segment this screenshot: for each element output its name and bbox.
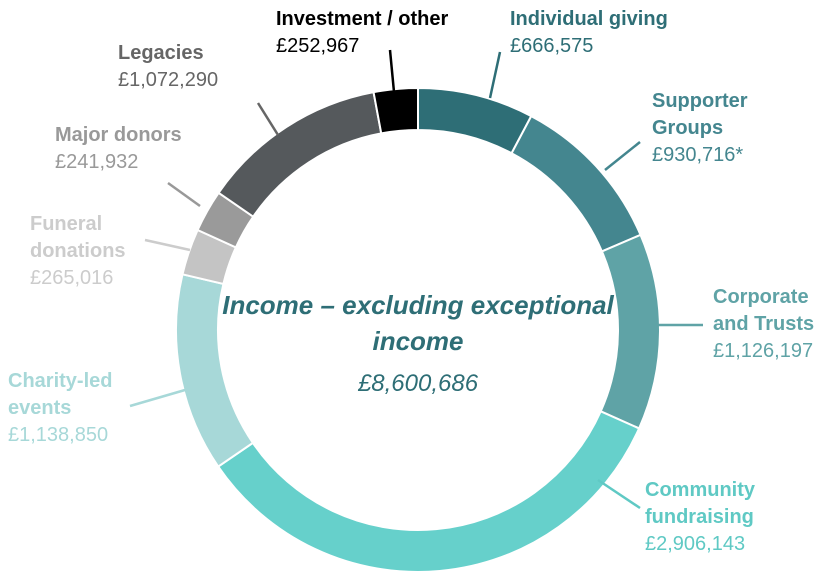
category-name: Supporter Groups	[652, 90, 748, 139]
category-name: Investment / other	[276, 8, 449, 30]
total-label: £8,600,686	[357, 370, 479, 397]
segment-label: Charity-led events £1,138,850	[8, 368, 143, 449]
category-name: Funeral donations	[30, 213, 126, 262]
leader-line	[167, 181, 201, 208]
value-label: £1,138,850	[8, 424, 109, 446]
value-label: £1,126,197	[713, 340, 814, 362]
segment-label: Community fundraising £2,906,143	[645, 477, 785, 558]
segment-label: Individual giving £666,575	[510, 6, 710, 60]
donut-segment	[217, 90, 383, 219]
donut-segment	[510, 114, 642, 253]
segment-label: Investment / other £252,967	[276, 6, 486, 60]
donut-segment	[417, 86, 533, 155]
value-label: £1,072,290	[118, 69, 219, 91]
chart-title: Income – excluding exceptional income	[222, 290, 614, 356]
category-name: Major donors	[55, 124, 182, 146]
segment-label: Major donors £241,932	[55, 122, 215, 176]
segment-label: Legacies £1,072,290	[118, 40, 278, 94]
segment-label: Corporate and Trusts £1,126,197	[713, 284, 838, 365]
donut-segment	[216, 410, 641, 573]
category-name: Individual giving	[510, 8, 668, 30]
value-label: £2,906,143	[645, 533, 746, 555]
category-name: Charity-led events	[8, 370, 113, 419]
leader-line	[597, 478, 641, 510]
category-name: Community fundraising	[645, 479, 755, 528]
value-label: £252,967	[276, 35, 360, 57]
value-label: £666,575	[510, 35, 594, 57]
category-name: Corporate and Trusts	[713, 286, 815, 335]
segment-label: Funeral donations £265,016	[30, 211, 145, 292]
leader-line	[129, 388, 186, 408]
value-label: £930,716*	[652, 144, 744, 166]
donut-segment	[372, 86, 419, 135]
category-name: Legacies	[118, 42, 204, 64]
leader-line	[388, 49, 396, 93]
leader-line	[256, 102, 280, 136]
leader-line	[488, 51, 502, 99]
segment-label: Supporter Groups £930,716*	[652, 88, 772, 169]
value-label: £241,932	[55, 151, 139, 173]
value-label: £265,016	[30, 267, 114, 289]
leader-line	[144, 238, 191, 252]
leader-line	[604, 141, 641, 171]
